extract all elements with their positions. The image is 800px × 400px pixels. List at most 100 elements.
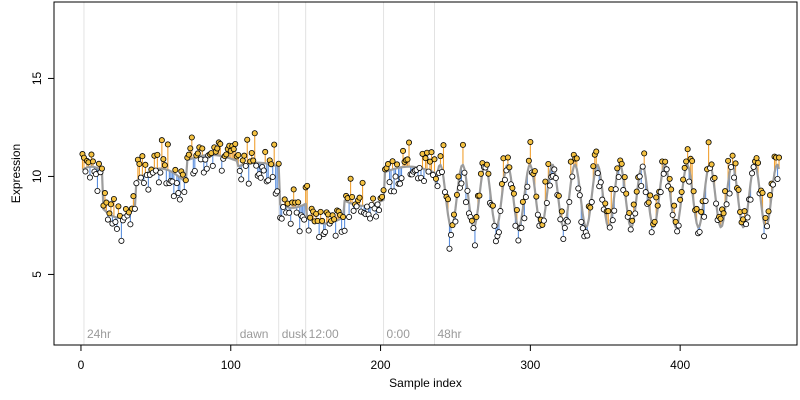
data-point xyxy=(118,237,125,244)
data-point xyxy=(702,197,709,204)
data-point xyxy=(717,215,724,222)
data-point xyxy=(750,164,757,171)
data-point xyxy=(626,209,633,216)
data-point xyxy=(552,175,559,182)
data-point xyxy=(720,210,727,217)
phase-label: 48hr xyxy=(437,327,461,341)
data-point xyxy=(729,152,736,159)
data-point xyxy=(155,179,162,186)
data-point xyxy=(632,210,639,217)
data-point xyxy=(722,188,729,195)
data-point xyxy=(677,196,684,203)
data-point xyxy=(705,139,712,146)
data-point xyxy=(615,174,622,181)
data-point xyxy=(260,167,267,174)
data-point xyxy=(398,175,405,182)
data-point xyxy=(741,208,748,215)
x-axis-title: Sample index xyxy=(389,376,462,390)
data-point xyxy=(367,215,374,222)
data-point xyxy=(491,222,498,229)
data-point xyxy=(555,192,562,199)
data-point xyxy=(214,145,221,152)
data-point xyxy=(599,196,606,203)
data-point xyxy=(551,166,558,173)
data-point xyxy=(322,228,329,235)
data-point xyxy=(319,217,326,224)
data-point xyxy=(660,170,667,177)
data-point xyxy=(331,216,338,223)
data-point xyxy=(380,187,387,194)
data-point xyxy=(428,149,435,156)
data-point xyxy=(459,141,466,148)
data-point xyxy=(307,214,314,221)
data-point xyxy=(770,181,777,188)
data-point xyxy=(630,201,637,208)
data-point xyxy=(238,176,245,183)
data-point xyxy=(139,153,146,160)
data-point xyxy=(609,217,616,224)
phase-label: dawn xyxy=(240,327,269,341)
data-point xyxy=(653,194,660,201)
data-point xyxy=(509,185,516,192)
data-point xyxy=(578,218,585,225)
data-point xyxy=(82,168,89,175)
data-point xyxy=(95,160,102,167)
data-point xyxy=(182,177,189,184)
data-point xyxy=(690,188,697,195)
data-point xyxy=(295,199,302,206)
data-point xyxy=(106,210,113,217)
data-point xyxy=(104,216,111,223)
data-point xyxy=(262,148,269,155)
data-point xyxy=(257,174,264,181)
data-point xyxy=(426,158,433,165)
data-point xyxy=(440,142,447,149)
data-point xyxy=(175,190,182,197)
data-point xyxy=(524,183,531,190)
data-point xyxy=(564,218,571,225)
data-point xyxy=(406,139,413,146)
data-point xyxy=(761,233,768,240)
data-point xyxy=(726,190,733,197)
data-point xyxy=(506,164,513,171)
data-point xyxy=(662,158,669,165)
data-point xyxy=(621,174,628,181)
data-point xyxy=(666,175,673,182)
data-point xyxy=(340,213,347,220)
data-point xyxy=(711,174,718,181)
data-point xyxy=(759,189,766,196)
data-point xyxy=(110,195,117,202)
data-point xyxy=(525,157,532,164)
x-tick-label: 100 xyxy=(221,358,241,372)
data-point xyxy=(455,173,462,180)
data-point xyxy=(421,178,428,185)
data-point xyxy=(569,173,576,180)
data-point xyxy=(510,190,517,197)
data-point xyxy=(764,223,771,230)
data-point xyxy=(203,165,210,172)
data-point xyxy=(209,162,216,169)
data-point xyxy=(191,167,198,174)
data-point xyxy=(392,173,399,180)
data-point xyxy=(498,180,505,187)
data-point xyxy=(774,175,781,182)
data-point xyxy=(638,183,645,190)
data-point xyxy=(684,146,691,153)
data-point xyxy=(473,214,480,221)
data-point xyxy=(235,151,242,158)
data-point xyxy=(113,225,120,232)
data-point xyxy=(218,167,225,174)
data-point xyxy=(349,193,356,200)
data-point xyxy=(137,174,144,181)
data-point xyxy=(296,228,303,235)
data-point xyxy=(606,224,613,231)
data-point xyxy=(444,196,451,203)
data-point xyxy=(353,203,360,210)
data-point xyxy=(593,148,600,155)
data-point xyxy=(278,215,285,222)
phase-label: dusk xyxy=(282,327,308,341)
data-point xyxy=(341,227,348,234)
data-point xyxy=(356,194,363,201)
data-point xyxy=(290,186,297,193)
data-point xyxy=(453,191,460,198)
data-point xyxy=(587,204,594,211)
